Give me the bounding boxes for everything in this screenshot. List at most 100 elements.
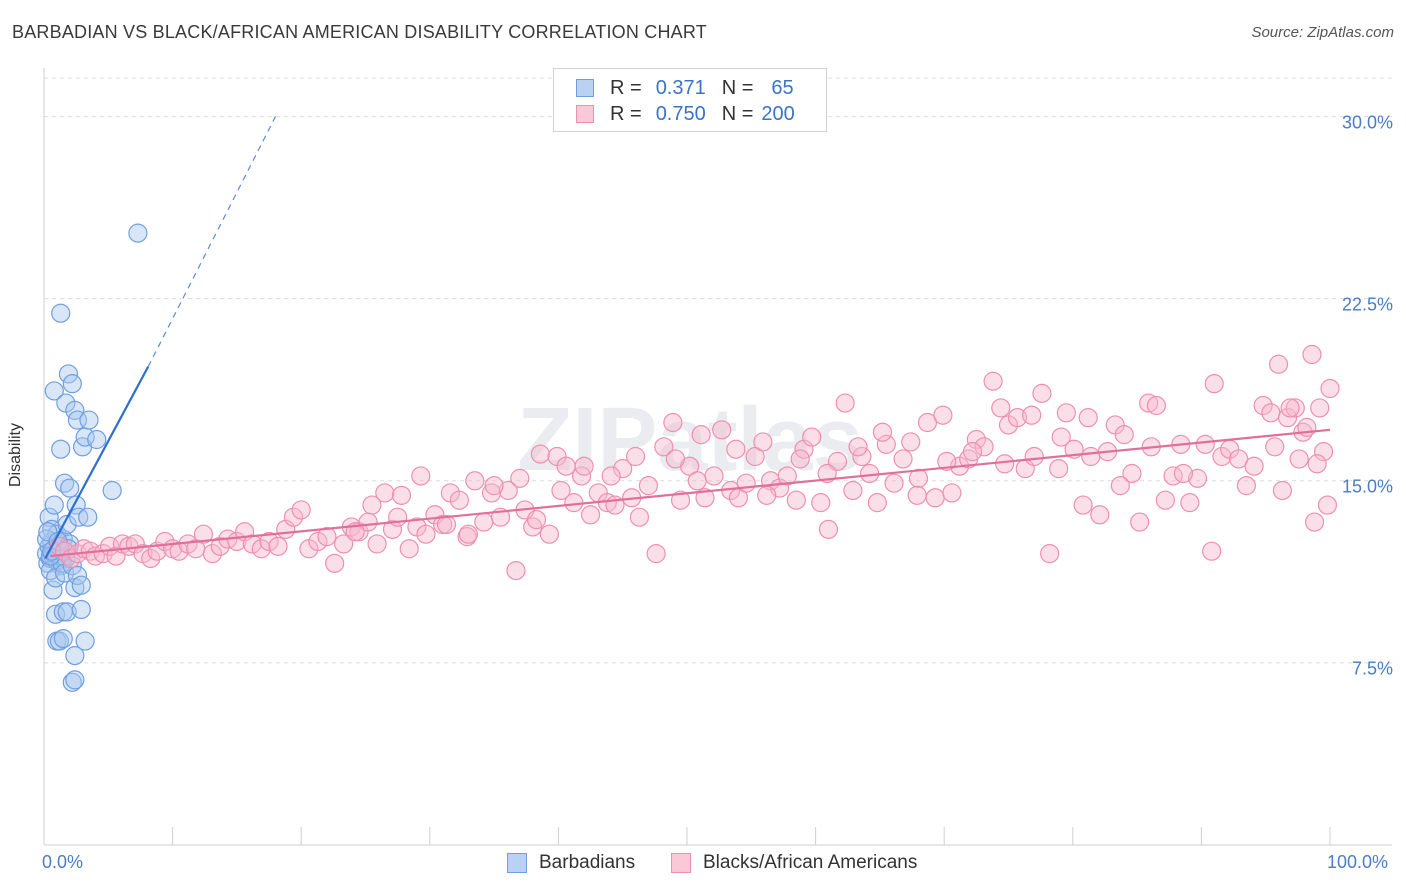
x-tick-label-max: 100.0% <box>1327 852 1389 872</box>
data-point-blacks <box>1032 383 1052 403</box>
data-point-blacks <box>1139 393 1159 413</box>
data-point-blacks <box>901 432 921 452</box>
legend: R = 0.371 N = 65 R = 0.750 N = 200 <box>553 68 827 132</box>
trend-line-barbadians <box>44 366 150 560</box>
data-point-blacks <box>474 512 494 532</box>
data-point-blacks <box>391 485 412 505</box>
legend-r-value: 0.371 <box>655 76 706 99</box>
data-point-blacks <box>1180 493 1200 513</box>
data-point-blacks <box>1049 459 1069 479</box>
data-point-blacks <box>574 456 594 476</box>
data-point-blacks <box>991 398 1011 418</box>
data-point-blacks <box>974 437 994 457</box>
data-point-blacks <box>691 425 711 445</box>
data-point-barbadians <box>71 575 91 595</box>
data-point-blacks <box>811 493 831 513</box>
data-point-blacks <box>268 536 288 556</box>
data-point-blacks <box>1212 446 1232 467</box>
data-point-blacks <box>1056 403 1076 423</box>
data-point-blacks <box>1114 425 1134 445</box>
data-point-blacks <box>1202 541 1222 561</box>
data-point-blacks <box>317 527 337 547</box>
data-point-barbadians <box>39 507 59 527</box>
legend-r-label: R = <box>610 102 642 125</box>
data-point-blacks <box>687 471 707 491</box>
data-point-blacks <box>777 466 797 486</box>
data-point-blacks <box>1229 449 1249 469</box>
data-point-blacks <box>695 488 715 508</box>
data-point-blacks <box>325 553 345 573</box>
data-point-blacks <box>802 427 822 447</box>
legend-n-label: N = <box>721 102 754 125</box>
data-point-blacks <box>1289 449 1309 469</box>
series-barbadians-points <box>36 223 148 692</box>
data-point-blacks <box>141 548 161 569</box>
data-point-blacks <box>1253 395 1273 416</box>
data-point-blacks <box>848 437 868 457</box>
data-point-blacks <box>601 466 621 486</box>
data-point-blacks <box>790 449 810 469</box>
legend-r-label: R = <box>610 76 642 99</box>
data-point-blacks <box>1272 480 1293 501</box>
data-point-blacks <box>757 485 777 505</box>
axes <box>43 68 1392 846</box>
data-point-blacks <box>411 466 431 486</box>
data-point-blacks <box>818 519 839 539</box>
y-tick-label: 7.5% <box>1351 658 1393 679</box>
data-point-blacks <box>937 451 957 471</box>
data-point-blacks <box>995 454 1015 474</box>
data-point-blacks <box>1155 490 1175 510</box>
data-point-blacks <box>625 446 646 467</box>
data-point-blacks <box>308 531 328 552</box>
data-point-blacks <box>670 490 691 510</box>
data-point-blacks <box>1051 427 1071 447</box>
bottom-legend-swatch-pink <box>671 853 691 873</box>
data-point-blacks <box>1317 495 1338 515</box>
data-point-blacks <box>1073 495 1093 515</box>
data-point-blacks <box>753 432 773 452</box>
data-point-blacks <box>933 405 953 425</box>
data-point-blacks <box>1187 468 1208 488</box>
legend-row-blacks: R = 0.750 N = 200 <box>576 103 795 125</box>
data-point-barbadians <box>78 507 98 527</box>
data-point-blacks <box>449 490 469 510</box>
data-point-blacks <box>1268 354 1289 374</box>
data-point-blacks <box>510 468 530 488</box>
data-point-blacks <box>375 483 395 503</box>
legend-r-value: 0.750 <box>655 102 706 125</box>
data-point-blacks <box>1307 454 1327 474</box>
data-point-blacks <box>867 493 887 513</box>
data-point-blacks <box>1081 446 1101 467</box>
data-point-blacks <box>925 488 945 508</box>
data-point-blacks <box>458 524 478 544</box>
legend-swatch-blue <box>576 79 594 97</box>
data-point-blacks <box>665 449 686 469</box>
data-point-blacks <box>481 483 502 503</box>
data-point-blacks <box>530 444 550 464</box>
data-point-blacks <box>726 439 746 459</box>
data-point-blacks <box>663 412 683 433</box>
data-point-blacks <box>506 561 526 581</box>
data-point-blacks <box>539 524 559 544</box>
data-point-blacks <box>242 534 262 554</box>
data-point-blacks <box>983 371 1003 391</box>
data-point-barbadians <box>51 303 71 323</box>
data-point-blacks <box>638 476 659 496</box>
legend-n-value: 65 <box>771 76 794 99</box>
data-point-blacks <box>786 490 806 510</box>
data-point-barbadians <box>60 478 80 498</box>
data-point-blacks <box>1173 463 1193 484</box>
data-point-blacks <box>1280 398 1300 418</box>
data-point-blacks <box>794 439 814 459</box>
data-point-barbadians <box>58 364 79 384</box>
data-point-blacks <box>251 539 271 559</box>
data-point-blacks <box>526 510 547 530</box>
data-point-blacks <box>835 393 855 413</box>
data-point-blacks <box>1022 405 1042 425</box>
y-tick-label: 15.0% <box>1341 476 1393 497</box>
data-point-blacks <box>193 524 214 544</box>
data-point-blacks <box>613 459 633 479</box>
data-point-barbadians <box>44 495 64 515</box>
data-point-blacks <box>704 466 724 486</box>
data-point-blacks <box>465 471 485 491</box>
